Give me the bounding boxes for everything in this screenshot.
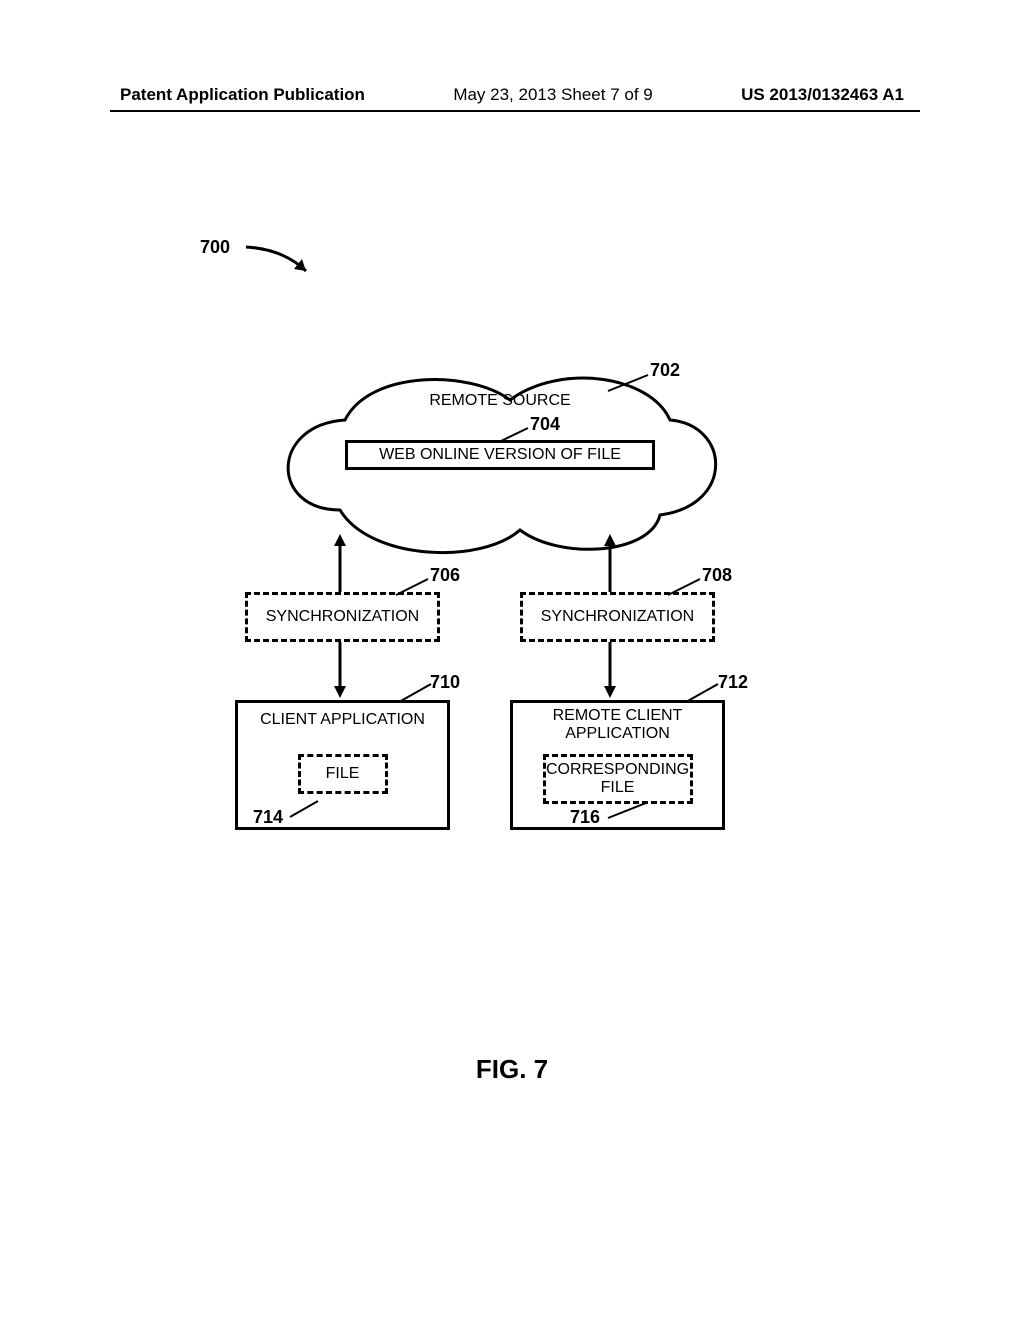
arrow-cloud-syncR	[590, 530, 630, 600]
ref-710-leader	[393, 680, 438, 705]
cloud-label: REMOTE SOURCE	[400, 392, 600, 410]
arrow-syncR-clientR	[590, 640, 630, 705]
header-right: US 2013/0132463 A1	[741, 85, 904, 105]
header-rule	[110, 110, 920, 112]
page-header: Patent Application Publication May 23, 2…	[0, 85, 1024, 105]
ref-700: 700	[200, 237, 230, 258]
file-left-label: FILE	[326, 765, 360, 783]
arrow-cloud-syncL	[320, 530, 360, 600]
sync-left-label: SYNCHRONIZATION	[266, 608, 419, 626]
ref-704-leader	[495, 424, 535, 446]
ref-714-leader	[288, 797, 328, 819]
ref-702-leader	[600, 365, 660, 395]
ref-716-leader	[606, 800, 656, 822]
client-left-label: CLIENT APPLICATION	[260, 711, 425, 729]
client-right-label: REMOTE CLIENT APPLICATION	[513, 707, 722, 744]
file-right-box: CORRESPONDING FILE	[543, 754, 693, 804]
file-left-box: FILE	[298, 754, 388, 794]
web-file-label: WEB ONLINE VERSION OF FILE	[379, 446, 621, 464]
ref-716: 716	[570, 807, 600, 828]
ref-706-leader	[390, 575, 435, 600]
header-center: May 23, 2013 Sheet 7 of 9	[453, 85, 652, 105]
figure-caption: FIG. 7	[0, 1054, 1024, 1085]
header-left: Patent Application Publication	[120, 85, 365, 105]
sync-right-label: SYNCHRONIZATION	[541, 608, 694, 626]
ref-712-leader	[680, 680, 725, 705]
ref-708-leader	[662, 575, 707, 600]
ref-700-arrow	[238, 235, 328, 285]
ref-714: 714	[253, 807, 283, 828]
file-right-label: CORRESPONDING FILE	[546, 761, 690, 796]
arrow-syncL-clientL	[320, 640, 360, 705]
